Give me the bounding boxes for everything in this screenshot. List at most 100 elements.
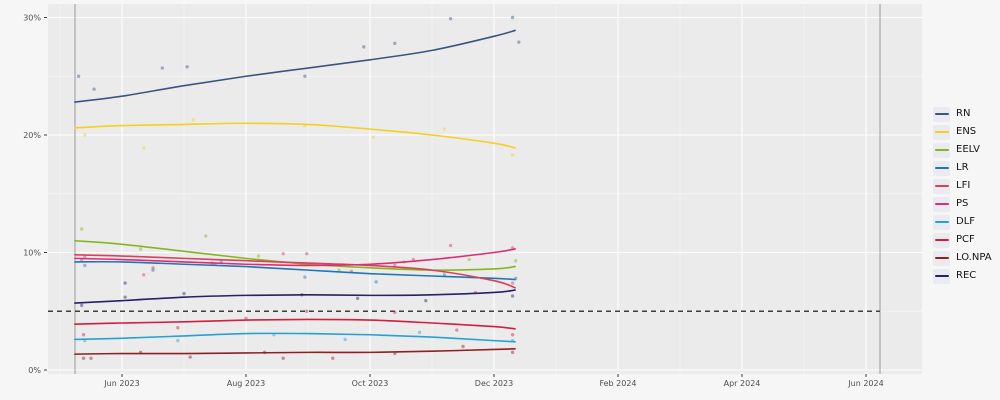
- poll-point-ens: [510, 153, 515, 157]
- poll-point-lo-npa: [461, 344, 465, 349]
- poll-point-ens: [142, 146, 146, 150]
- legend-label-pcf: PCF: [956, 234, 975, 245]
- poll-point-lo-npa: [510, 350, 515, 355]
- legend-key-line-rn: [934, 112, 949, 116]
- legend-key-line-dlf: [934, 220, 949, 224]
- poll-point-rec: [424, 298, 428, 303]
- x-tick-label: Aug 2023: [227, 379, 266, 388]
- legend-item-lr: LR: [933, 159, 992, 177]
- poll-point-rn: [362, 45, 366, 49]
- legend-swatch-eelv: [933, 142, 950, 158]
- poll-point-eelv: [467, 257, 471, 262]
- legend-item-dlf: DLF: [933, 213, 992, 231]
- poll-point-rec: [80, 303, 84, 308]
- trend-line-dlf: [74, 332, 516, 343]
- poll-point-dlf: [343, 337, 347, 342]
- poll-point-eelv: [138, 247, 143, 251]
- y-tick-label: 0%: [28, 366, 41, 375]
- poll-point-rn: [393, 41, 397, 46]
- poll-point-rec: [123, 295, 127, 299]
- poll-point-rec: [510, 294, 515, 298]
- x-tick-label: Feb 2024: [599, 379, 636, 388]
- legend-swatch-lo-npa: [933, 250, 950, 266]
- legend-label-rec: REC: [956, 270, 977, 281]
- poll-point-pcf: [176, 326, 180, 330]
- poll-point-rn: [510, 15, 515, 20]
- legend-key-line-ens: [934, 130, 949, 134]
- poll-point-lo-npa: [331, 356, 335, 360]
- poll-point-pcf: [455, 328, 459, 332]
- x-tick-label: Dec 2023: [475, 379, 513, 388]
- poll-point-pcf: [81, 333, 86, 337]
- legend-key-line-ps: [934, 202, 949, 206]
- legend-label-lr: LR: [956, 162, 969, 173]
- poll-point-eelv: [337, 268, 341, 272]
- poll-point-pcf: [244, 316, 248, 320]
- legend-swatch-rn: [933, 106, 950, 122]
- poll-point-rn: [160, 66, 164, 70]
- poll-point-lo-npa: [81, 356, 86, 360]
- poll-point-rn: [76, 74, 81, 78]
- legend-swatch-rec: [933, 268, 950, 284]
- poll-point-pcf: [393, 310, 397, 315]
- legend: RN ENS EELV LR LFI PS DLF PCF LO.NPA REC: [933, 105, 992, 285]
- legend-key-line-eelv: [934, 148, 949, 152]
- trend-line-rn: [74, 29, 516, 103]
- legend-swatch-ps: [933, 196, 950, 212]
- legend-key-line-rec: [934, 274, 949, 278]
- poll-point-rn: [92, 87, 96, 91]
- trend-line-rec: [74, 289, 516, 304]
- y-tick-label: 30%: [23, 14, 41, 23]
- legend-item-lfi: LFI: [933, 177, 992, 195]
- legend-swatch-lfi: [933, 178, 950, 194]
- poll-point-ps: [151, 266, 155, 270]
- poll-point-eelv: [256, 254, 261, 258]
- legend-key-line-pcf: [934, 238, 949, 242]
- poll-point-ens: [442, 127, 447, 131]
- y-tick-label: 10%: [23, 249, 41, 258]
- poll-point-rec: [355, 296, 360, 301]
- poll-point-dlf: [417, 330, 422, 335]
- poll-point-rec: [123, 281, 127, 285]
- poll-point-rn: [303, 74, 307, 78]
- legend-label-eelv: EELV: [956, 144, 980, 155]
- poll-point-dlf: [176, 338, 180, 343]
- legend-item-pcf: PCF: [933, 231, 992, 249]
- trend-line-lfi: [74, 254, 516, 289]
- poll-point-ps: [305, 251, 309, 256]
- legend-swatch-ens: [933, 124, 950, 140]
- poll-point-ens: [191, 118, 195, 122]
- poll-point-pcf: [305, 309, 309, 313]
- poll-point-ens: [83, 133, 87, 137]
- legend-key-line-lr: [934, 166, 949, 170]
- trend-line-lo-npa: [74, 348, 516, 355]
- x-tick-label: Jun 2024: [847, 379, 883, 388]
- poll-point-rn: [517, 40, 521, 44]
- poll-point-lr: [83, 263, 87, 268]
- legend-key-line-lo-npa: [934, 256, 949, 260]
- poll-point-ens: [371, 135, 375, 140]
- poll-point-lr: [151, 268, 155, 272]
- legend-swatch-dlf: [933, 214, 950, 230]
- poll-point-lo-npa: [188, 355, 192, 359]
- legend-key-line-lfi: [934, 184, 949, 188]
- poll-point-ps: [448, 243, 453, 248]
- poll-point-rn: [448, 16, 453, 21]
- legend-label-ps: PS: [956, 198, 969, 209]
- trend-line-ps: [74, 248, 516, 267]
- poll-point-eelv: [204, 234, 208, 238]
- x-tick-label: Jun 2023: [103, 379, 139, 388]
- poll-point-eelv: [80, 227, 84, 231]
- legend-item-ens: ENS: [933, 123, 992, 141]
- poll-point-rn: [185, 65, 189, 69]
- legend-item-ps: PS: [933, 195, 992, 213]
- poll-point-lo-npa: [89, 356, 93, 360]
- poll-point-pcf: [510, 333, 515, 337]
- poll-point-lr: [374, 280, 378, 284]
- x-tick-label: Apr 2024: [724, 379, 761, 388]
- legend-label-ens: ENS: [956, 126, 977, 137]
- trend-line-eelv: [74, 239, 516, 271]
- trend-line-ens: [74, 122, 516, 149]
- legend-item-rn: RN: [933, 105, 992, 123]
